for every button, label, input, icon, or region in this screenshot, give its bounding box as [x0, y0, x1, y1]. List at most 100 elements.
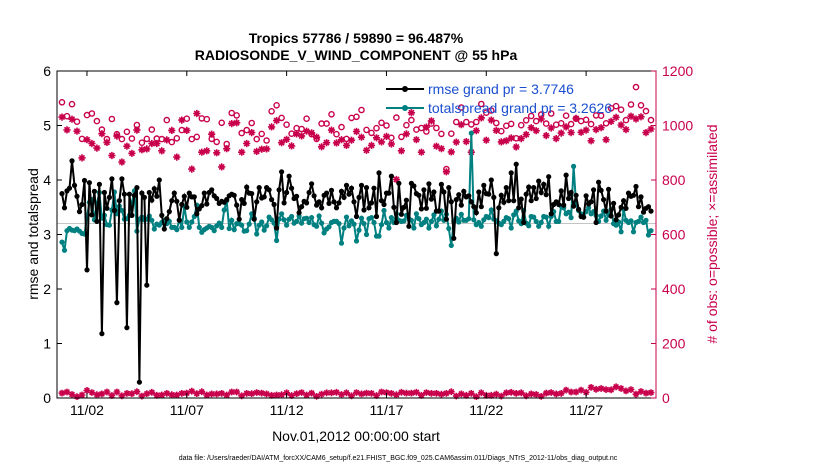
obs-possible-point: [612, 102, 620, 110]
obs-assimilated-point: [158, 147, 166, 155]
obs-bottom-point: [198, 388, 206, 396]
obs-bottom-point: [153, 391, 161, 399]
rmse-point: [523, 191, 529, 197]
obs-possible-point: [88, 110, 96, 117]
obs-possible-point: [328, 111, 335, 118]
rmse-point: [423, 205, 429, 211]
obs-assimilated-point: [203, 147, 211, 155]
rmse-point: [234, 202, 240, 208]
rmse-point: [488, 177, 494, 183]
obs-bottom-point: [492, 390, 500, 398]
totalspread-point: [488, 207, 494, 213]
totalspread-point: [543, 214, 549, 220]
rmse-point: [204, 201, 210, 207]
obs-assimilated-point: [612, 113, 620, 121]
obs-possible-point: [263, 137, 270, 144]
obs-assimilated-point: [632, 115, 640, 123]
rmse-point: [286, 173, 292, 179]
obs-assimilated-point: [193, 109, 201, 118]
rmse-point: [373, 213, 380, 220]
rmse-point: [316, 199, 322, 205]
rmse-point: [528, 198, 534, 204]
obs-possible-point: [562, 112, 570, 119]
obs-assimilated-point: [118, 158, 126, 166]
obs-possible-point: [268, 108, 275, 115]
rmse-point: [319, 205, 325, 211]
rmse-point: [69, 158, 75, 164]
obs-assimilated-point: [572, 114, 580, 122]
rmse-point: [381, 201, 387, 208]
obs-assimilated-point: [258, 145, 266, 153]
obs-bottom-point: [607, 386, 615, 394]
obs-bottom-point: [358, 390, 365, 398]
rmse-point: [358, 182, 365, 188]
obs-bottom-point: [73, 393, 81, 400]
totalspread-point: [411, 225, 417, 231]
rmse-point: [254, 199, 260, 205]
rmse-point: [398, 211, 404, 217]
obs-bottom-point: [93, 391, 101, 399]
x-tick-label: 11/02: [70, 402, 104, 418]
obs-assimilated-point: [392, 175, 400, 184]
totalspread-point: [428, 218, 434, 224]
rmse-point: [476, 189, 482, 195]
obs-possible-point: [173, 134, 181, 142]
obs-possible-point: [393, 114, 400, 121]
obs-assimilated-point: [283, 135, 291, 143]
rmse-point: [501, 199, 507, 205]
obs-assimilated-point: [218, 163, 226, 171]
obs-assimilated-point: [263, 145, 271, 153]
rmse-point: [533, 195, 539, 202]
obs-assimilated-point: [163, 136, 171, 144]
obs-assimilated-series: [58, 109, 655, 184]
obs-bottom-point: [423, 389, 430, 396]
totalspread-point: [216, 220, 222, 226]
totalspread-point: [219, 224, 225, 230]
legend-rmse-label: rmse grand pr = 3.7746: [428, 81, 574, 97]
rmse-point: [328, 187, 335, 193]
obs-bottom-point: [507, 388, 515, 396]
x-tick-label: 11/07: [170, 402, 204, 418]
obs-bottom-point: [532, 391, 540, 398]
obs-assimilated-point: [482, 136, 490, 144]
totalspread-point: [456, 219, 462, 225]
totalspread-point: [261, 227, 267, 233]
obs-bottom-point: [173, 391, 181, 399]
totalspread-point: [284, 222, 290, 228]
rmse-point: [256, 185, 262, 191]
obs-possible-point: [557, 120, 565, 127]
y-tick-label: 4: [43, 172, 51, 188]
obs-bottom-point: [517, 389, 525, 397]
rmse-point: [306, 189, 312, 196]
totalspread-point: [319, 220, 325, 226]
obs-assimilated-point: [617, 121, 625, 129]
obs-possible-point: [462, 118, 470, 126]
rmse-point: [199, 203, 205, 209]
totalspread-point: [314, 223, 320, 229]
obs-bottom-point: [388, 390, 395, 397]
obs-possible-point: [143, 135, 151, 143]
obs-assimilated-point: [342, 141, 351, 149]
totalspread-point: [628, 218, 634, 224]
rmse-point: [121, 191, 127, 197]
rmse-point: [151, 186, 157, 192]
obs-assimilated-point: [437, 145, 445, 153]
obs-bottom-point: [233, 388, 241, 396]
rmse-point: [296, 210, 302, 216]
obs-bottom-point: [537, 393, 545, 400]
rmse-point: [388, 173, 394, 179]
rmse-point: [269, 197, 275, 203]
obs-assimilated-point: [103, 138, 111, 146]
totalspread-point: [211, 228, 217, 234]
totalspread-point: [361, 221, 367, 227]
rmse-point: [299, 204, 305, 210]
rmse-point: [446, 185, 452, 191]
data-file-footnote: data file: /Users/raeder/DAI/ATM_forcXX/…: [179, 455, 618, 462]
obs-bottom-point: [268, 391, 275, 399]
obs-bottom-point: [582, 388, 590, 396]
obs-assimilated-point: [138, 146, 146, 154]
rmse-point: [451, 235, 457, 241]
rmse-point: [136, 379, 142, 385]
obs-assimilated-point: [173, 153, 181, 161]
totalspread-point: [526, 223, 532, 229]
